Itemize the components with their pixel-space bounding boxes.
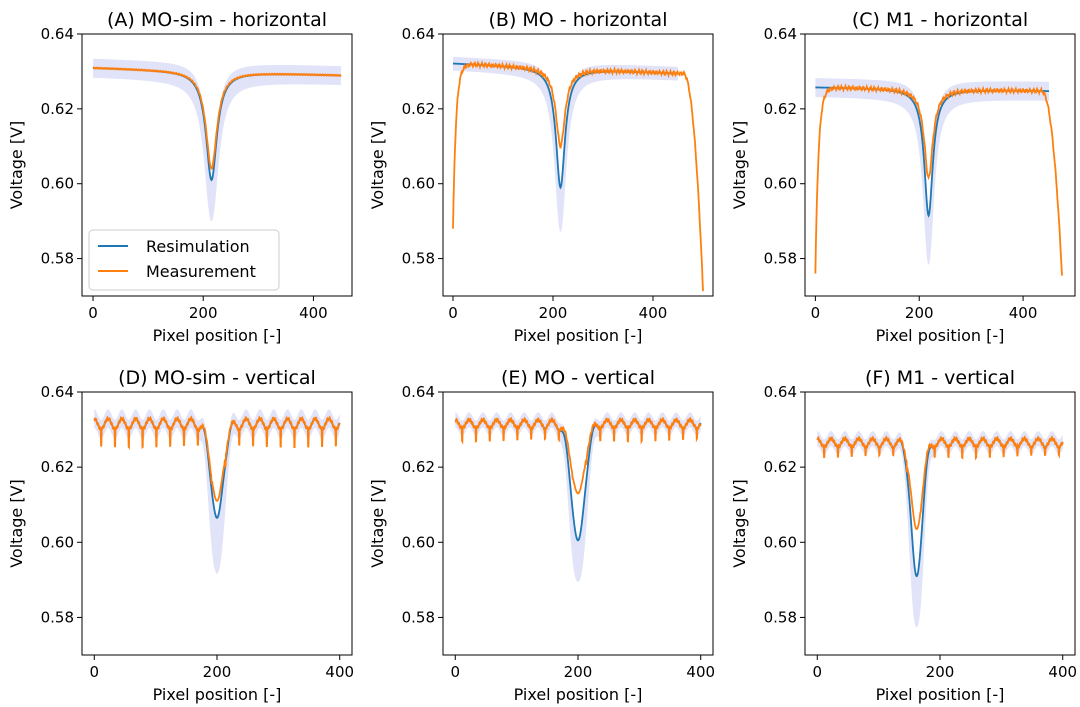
series-measurement-D [93,415,341,502]
series-measurement-F [816,435,1064,531]
panel-F: 0 200 400 0.58 0.60 0.62 0.64 (F) M1 - vertical… [730,367,1077,704]
x-tick-label: 0 [811,304,821,322]
panel-C: 0 200 400 0.58 0.60 0.62 0.64 (C) M1 - horizont… [730,9,1076,345]
legend: Resimulation Measurement [88,229,280,291]
chart-title: (B) MO - horizontal [489,9,668,31]
panel-A: 0 200 400 0.58 0.60 0.62 0.64 (A) MO-sim - hori… [7,9,353,345]
y-axis-label: Voltage [V] [368,121,387,210]
x-tick-label: 200 [926,663,955,681]
axes-frame-A [81,33,353,297]
y-tick-label: 0.60 [402,175,435,193]
series-resimulation-E [455,418,702,542]
legend-box [88,229,280,291]
x-tick-label: 400 [639,304,668,322]
y-tick-label: 0.62 [41,458,74,476]
x-axis-label: Pixel position [-] [153,685,282,704]
axes-frame-B [442,33,714,297]
x-tick-label: 400 [686,663,715,681]
y-tick-label: 0.60 [402,533,435,551]
y-axis-label: Voltage [V] [7,121,26,210]
band-D [94,409,340,574]
y-tick-label: 0.64 [402,383,435,401]
y-tick-label: 0.62 [402,100,435,118]
series-measurement-B [452,59,704,292]
plot-area-B [452,56,704,292]
series-resimulation-F [817,437,1064,578]
band-E [455,412,701,582]
plot-area-C [814,78,1063,276]
x-tick-label: 400 [1048,663,1077,681]
x-tick-label: 200 [203,663,232,681]
series-measurement-A [92,66,342,170]
x-axis-label: Pixel position [-] [876,326,1005,345]
y-tick-label: 0.64 [41,383,74,401]
chart-title: (C) M1 - horizontal [852,9,1028,31]
chart-title: (F) M1 - vertical [865,367,1015,389]
x-tick-label: 400 [299,304,328,322]
x-axis-label: Pixel position [-] [876,685,1005,704]
y-tick-label: 0.60 [764,175,797,193]
plot-area-D [93,409,341,574]
legend-label-resimulation: Resimulation [146,237,250,256]
y-tick-label: 0.62 [402,458,435,476]
y-tick-label: 0.58 [764,250,797,268]
x-tick-label: 0 [450,663,460,681]
y-tick-label: 0.58 [402,250,435,268]
y-tick-label: 0.58 [402,608,435,626]
panel-B: 0 200 400 0.58 0.60 0.62 0.64 (B) MO - horizont… [368,9,714,345]
chart-title: (A) MO-sim - horizontal [107,9,327,31]
y-tick-label: 0.58 [41,250,74,268]
x-tick-label: 200 [189,304,218,322]
y-axis-label: Voltage [V] [368,479,387,568]
chart-title: (E) MO - vertical [501,367,655,389]
x-axis-label: Pixel position [-] [514,326,643,345]
chart-title: (D) MO-sim - vertical [118,367,316,389]
x-tick-label: 0 [88,304,98,322]
y-tick-label: 0.64 [764,25,797,43]
y-tick-label: 0.62 [41,100,74,118]
y-axis-label: Voltage [V] [730,121,749,210]
y-tick-label: 0.58 [41,608,74,626]
y-tick-label: 0.60 [764,533,797,551]
series-measurement-C [814,83,1063,276]
y-tick-label: 0.64 [41,25,74,43]
x-tick-label: 200 [905,304,934,322]
y-axis-label: Voltage [V] [730,479,749,568]
legend-label-measurement: Measurement [146,262,256,281]
x-tick-label: 400 [1009,304,1038,322]
y-tick-label: 0.60 [41,533,74,551]
plot-area-A [92,58,342,222]
y-axis-label: Voltage [V] [7,479,26,568]
x-tick-label: 400 [325,663,354,681]
x-tick-label: 0 [89,663,99,681]
plot-area-F [816,431,1064,628]
y-tick-label: 0.62 [764,100,797,118]
x-tick-label: 0 [448,304,458,322]
x-tick-label: 200 [539,304,568,322]
y-tick-label: 0.62 [764,458,797,476]
axes-frame-C [804,33,1076,297]
y-tick-label: 0.58 [764,608,797,626]
x-axis-label: Pixel position [-] [514,685,643,704]
panel-D: 0 200 400 0.58 0.60 0.62 0.64 (D) MO-sim - vert… [7,367,354,704]
y-tick-label: 0.64 [402,25,435,43]
y-tick-label: 0.60 [41,175,74,193]
x-tick-label: 200 [564,663,593,681]
x-tick-label: 0 [812,663,822,681]
x-axis-label: Pixel position [-] [153,326,282,345]
band-F [817,431,1063,628]
y-tick-label: 0.64 [764,383,797,401]
series-measurement-E [454,416,702,495]
plot-area-E [454,412,702,582]
panel-E: 0 200 400 0.58 0.60 0.62 0.64 (E) MO - vertical… [368,367,715,704]
